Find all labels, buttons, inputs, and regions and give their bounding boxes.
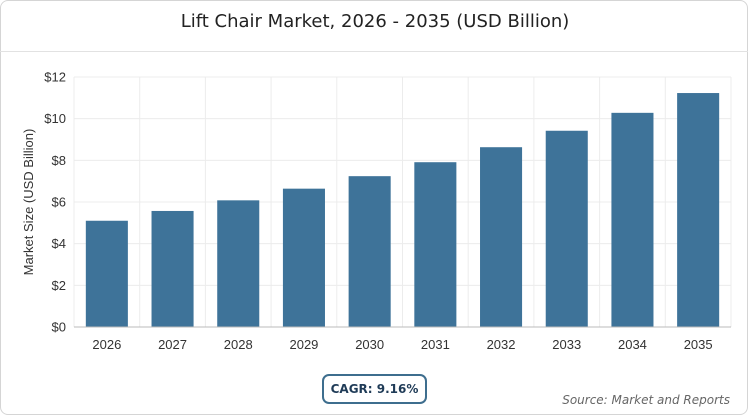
- x-tick-label: 2032: [487, 337, 516, 352]
- y-tick-label: $6: [52, 195, 66, 210]
- x-tick-label: 2035: [684, 337, 713, 352]
- bar: [217, 200, 260, 327]
- y-tick-label: $10: [44, 111, 66, 126]
- bar: [611, 112, 654, 327]
- y-tick-label: $8: [52, 153, 66, 168]
- x-tick-label: 2033: [552, 337, 581, 352]
- x-tick-label: 2028: [224, 337, 253, 352]
- bar: [151, 210, 194, 327]
- y-tick-label: $4: [52, 236, 66, 251]
- bar: [282, 188, 325, 327]
- title-divider: [0, 51, 748, 52]
- bar: [348, 176, 391, 327]
- bar: [85, 220, 128, 327]
- chart-title: Lift Chair Market, 2026 - 2035 (USD Bill…: [180, 11, 570, 32]
- y-axis-label: Market Size (USD Billion): [21, 129, 36, 276]
- y-tick-label: $2: [52, 278, 66, 293]
- x-tick-label: 2029: [289, 337, 318, 352]
- x-tick-label: 2031: [421, 337, 450, 352]
- x-tick-label: 2027: [158, 337, 187, 352]
- bar: [414, 162, 457, 327]
- y-tick-label: $0: [52, 320, 66, 335]
- x-tick-label: 2034: [618, 337, 647, 352]
- bar: [677, 93, 720, 328]
- bar: [545, 130, 588, 327]
- bar: [480, 147, 523, 327]
- x-tick-label: 2026: [92, 337, 121, 352]
- source-note: Source: Market and Reports: [562, 393, 730, 407]
- bars: [85, 93, 720, 328]
- cagr-badge: CAGR: 9.16%: [322, 374, 427, 404]
- y-tick-label: $12: [44, 70, 66, 85]
- x-tick-label: 2030: [355, 337, 384, 352]
- axes: $0 $2 $4 $6 $8 $10 $12 2026 2027 2028 2029 2030 2031…: [44, 70, 731, 352]
